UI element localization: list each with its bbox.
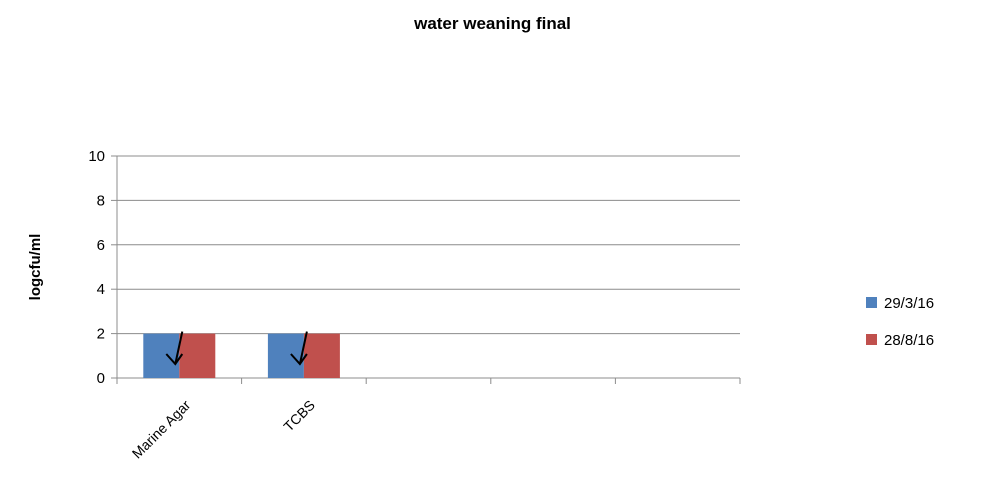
legend-swatch	[866, 297, 877, 308]
legend-label: 28/8/16	[884, 332, 934, 349]
chart-title: water weaning final	[414, 14, 571, 33]
legend-label: 29/3/16	[884, 295, 934, 312]
y-tick-label: 4	[97, 281, 105, 298]
y-tick-label: 6	[97, 237, 105, 254]
y-tick-label: 2	[97, 326, 105, 343]
down-arrow-icon	[290, 353, 308, 366]
y-tick-label: 10	[88, 148, 105, 165]
bar	[267, 333, 304, 378]
bar	[303, 333, 340, 378]
legend-swatch	[866, 334, 877, 345]
y-axis-label: logcfu/ml	[27, 234, 44, 301]
y-tick-label: 8	[97, 192, 105, 209]
y-tick-label: 0	[97, 370, 105, 387]
down-arrow-icon	[174, 331, 184, 365]
down-arrow-icon	[298, 331, 308, 365]
bar	[143, 333, 180, 378]
category-label: TCBS	[280, 397, 318, 435]
category-label: Marine Agar	[129, 397, 194, 462]
down-arrow-icon	[165, 353, 184, 366]
bar	[179, 333, 216, 378]
